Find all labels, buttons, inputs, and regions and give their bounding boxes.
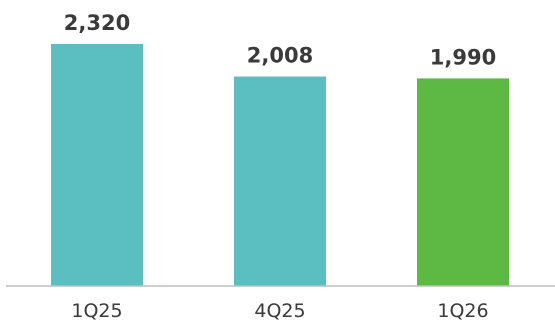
- x-tick-labels-group: 1Q25 4Q25 1Q26: [71, 300, 488, 322]
- value-label-4q25: 2,008: [247, 44, 313, 68]
- bar-1q25: [51, 44, 143, 286]
- bar-1q26: [417, 78, 509, 286]
- value-labels-group: 2,320 2,008 1,990: [64, 11, 496, 69]
- bar-4q25: [234, 76, 326, 286]
- x-tick-label-4q25: 4Q25: [254, 300, 305, 322]
- x-tick-label-1q25: 1Q25: [71, 300, 122, 322]
- bars-group: [51, 44, 509, 286]
- x-tick-label-1q26: 1Q26: [437, 300, 488, 322]
- value-label-1q26: 1,990: [430, 45, 496, 69]
- value-label-1q25: 2,320: [64, 11, 130, 35]
